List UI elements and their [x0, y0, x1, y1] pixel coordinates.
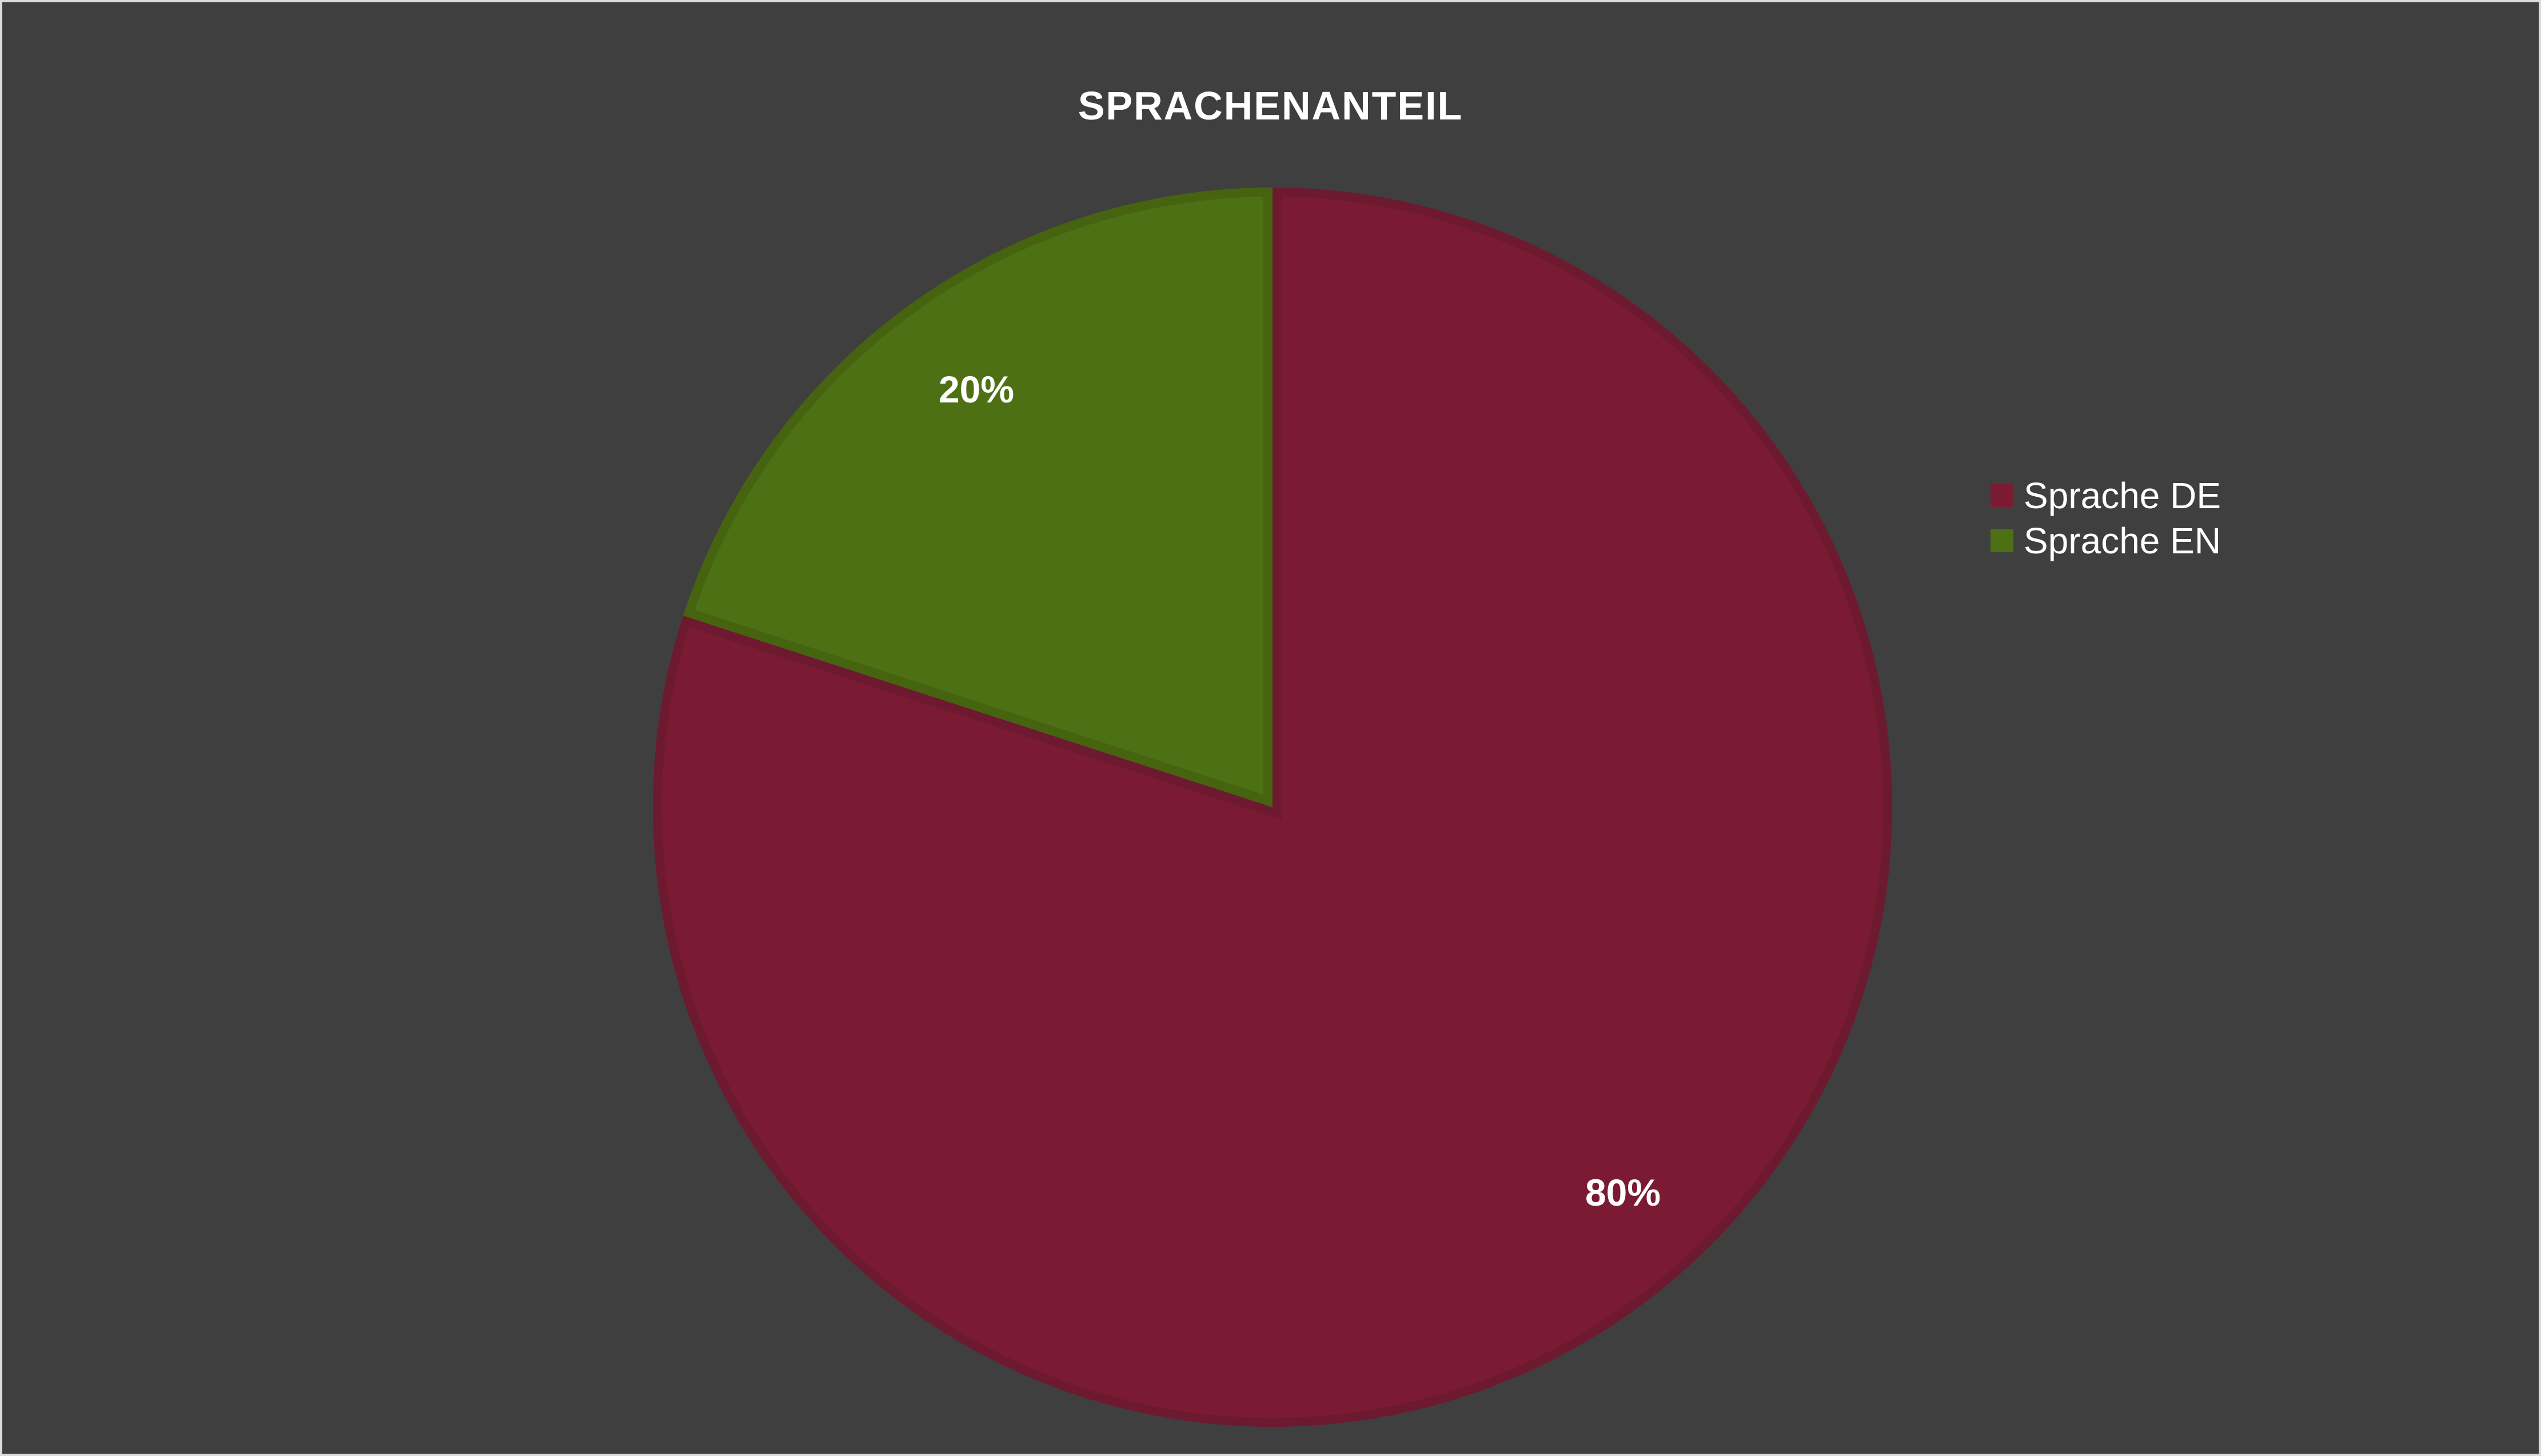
pie-slice-sprache-de [653, 188, 1893, 1427]
legend-label-sprache-en: Sprache EN [2024, 520, 2221, 561]
pie-slice-sprache-en [683, 188, 1273, 807]
chart-title: SPRACHENANTEIL [1078, 83, 1463, 128]
legend-swatch-sprache-en [1990, 529, 2013, 552]
pie-data-label-sprache-de: 80% [1585, 1171, 1661, 1214]
legend-label-sprache-de: Sprache DE [2024, 474, 2221, 516]
legend-item-sprache-de: Sprache DE [1990, 473, 2221, 518]
pie-data-label-sprache-en: 20% [938, 368, 1015, 410]
legend-item-sprache-en: Sprache EN [1990, 518, 2221, 563]
legend: Sprache DE Sprache EN [1990, 473, 2221, 563]
legend-swatch-sprache-de [1990, 484, 2013, 507]
